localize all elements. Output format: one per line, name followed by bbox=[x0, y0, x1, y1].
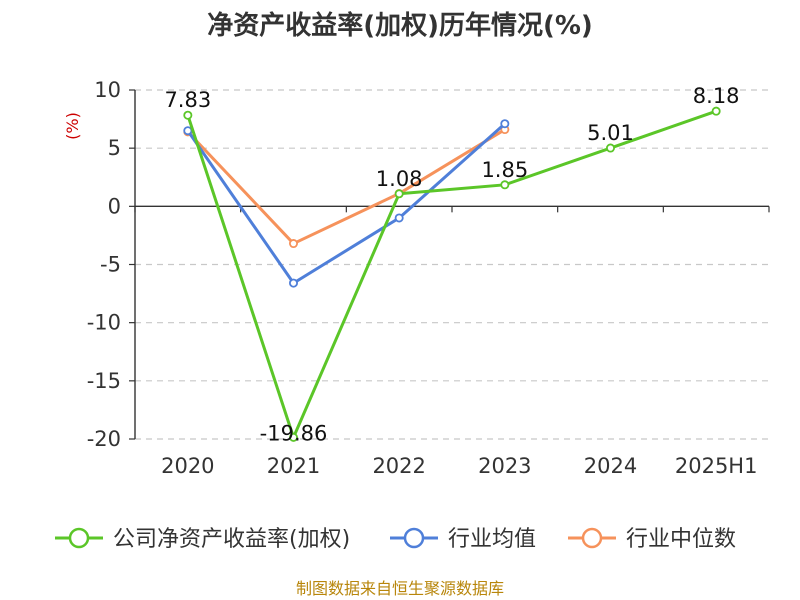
grid-lines bbox=[135, 89, 769, 440]
x-tick-label: 2022 bbox=[372, 454, 425, 478]
data-point[interactable] bbox=[500, 119, 510, 129]
series-2 bbox=[183, 125, 510, 249]
data-label: 5.01 bbox=[587, 121, 634, 145]
chart-title: 净资产收益率(加权)历年情况(%) bbox=[207, 10, 593, 41]
data-point[interactable] bbox=[288, 239, 298, 249]
legend-item-0[interactable]: 公司净资产收益率(加权) bbox=[55, 527, 350, 552]
legend-marker bbox=[68, 527, 90, 549]
data-point[interactable] bbox=[183, 110, 193, 120]
y-axis-unit: (%) bbox=[63, 112, 82, 140]
series-line bbox=[186, 128, 506, 246]
data-point[interactable] bbox=[500, 180, 510, 190]
x-tick-label: 2024 bbox=[584, 454, 637, 478]
series-line bbox=[186, 109, 717, 439]
data-point[interactable] bbox=[606, 143, 616, 153]
data-label: 1.85 bbox=[481, 158, 528, 182]
series-0 bbox=[183, 106, 721, 442]
legend-marker bbox=[581, 527, 603, 549]
data-point[interactable] bbox=[711, 106, 721, 116]
x-tick-label: 2023 bbox=[478, 454, 531, 478]
data-point[interactable] bbox=[394, 213, 404, 223]
y-tick-label: 0 bbox=[108, 194, 121, 218]
legend[interactable]: 公司净资产收益率(加权) 行业均值 行业中位数 bbox=[55, 527, 736, 552]
x-tick-label: 2020 bbox=[161, 454, 214, 478]
legend-item-1[interactable]: 行业均值 bbox=[390, 527, 536, 552]
series-line bbox=[186, 122, 506, 285]
data-label: -19.86 bbox=[260, 421, 328, 445]
y-tick-label: -5 bbox=[100, 253, 121, 277]
series-1 bbox=[183, 119, 510, 288]
data-point[interactable] bbox=[288, 278, 298, 288]
y-tick-label: -10 bbox=[87, 311, 121, 335]
data-point[interactable] bbox=[394, 189, 404, 199]
data-labels: 7.83 -19.86 1.08 1.85 5.01 8.18 bbox=[164, 84, 739, 445]
source-note: 制图数据来自恒生聚源数据库 bbox=[296, 579, 504, 598]
legend-label: 公司净资产收益率(加权) bbox=[113, 527, 350, 552]
data-label: 7.83 bbox=[164, 88, 211, 112]
axes: 10 5 0 -5 -10 -15 -20 2020 2021 2022 2023 2024 2025H… bbox=[87, 78, 770, 478]
data-point[interactable] bbox=[288, 432, 298, 442]
legend-label: 行业中位数 bbox=[626, 527, 736, 552]
y-tick-label: 5 bbox=[108, 136, 121, 160]
legend-item-2[interactable]: 行业中位数 bbox=[568, 527, 736, 552]
data-label: 8.18 bbox=[693, 84, 740, 108]
legend-label: 行业均值 bbox=[448, 527, 536, 552]
series-group bbox=[183, 106, 721, 442]
legend-marker bbox=[403, 527, 425, 549]
x-tick-label: 2025H1 bbox=[675, 454, 758, 478]
x-tick-label: 2021 bbox=[267, 454, 320, 478]
y-tick-label: -20 bbox=[87, 427, 121, 451]
y-tick-label: 10 bbox=[94, 78, 121, 102]
y-tick-label: -15 bbox=[87, 369, 121, 393]
data-label: 1.08 bbox=[376, 167, 423, 191]
data-point[interactable] bbox=[183, 126, 193, 136]
